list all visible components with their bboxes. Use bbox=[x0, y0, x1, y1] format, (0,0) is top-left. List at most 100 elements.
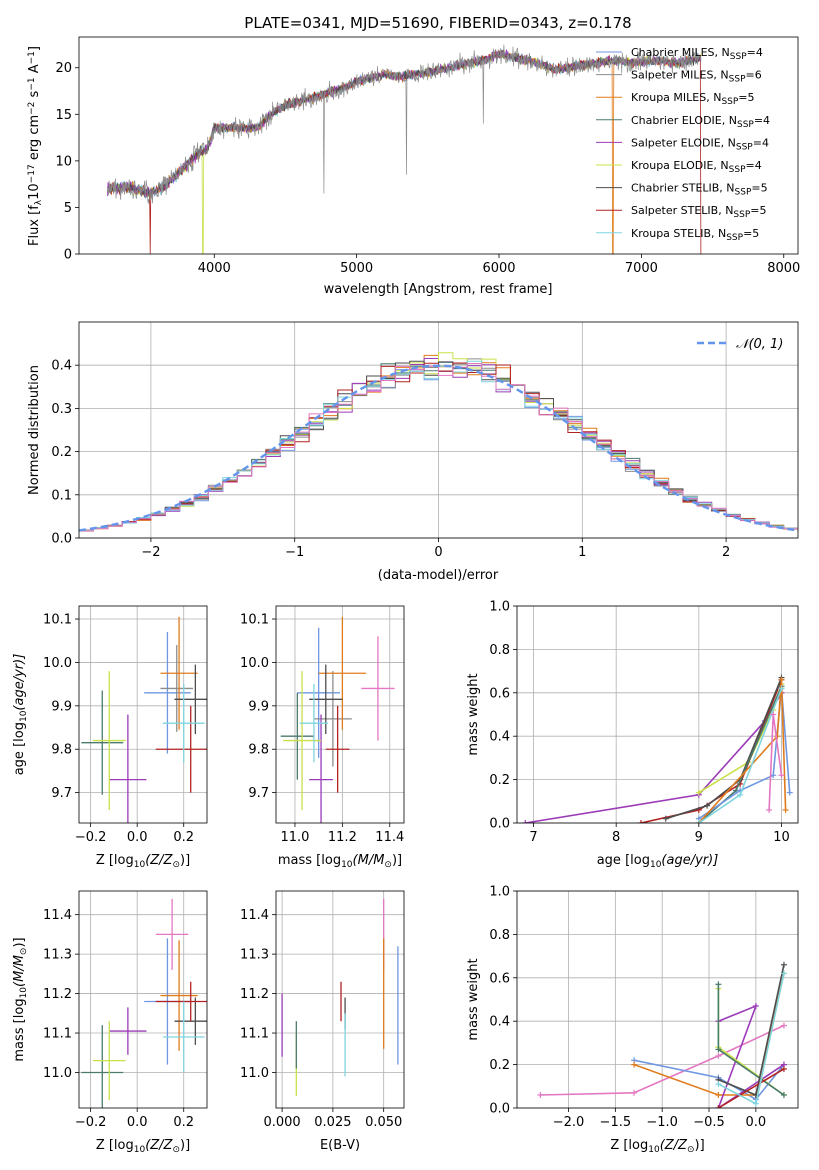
y-tick-label: 11.4 bbox=[43, 908, 72, 923]
label-part: Z [log bbox=[96, 1138, 134, 1153]
residual-histogram-panel: −2 −1 0 1 2 0.0 0.1 0.2 0.3 0.4 𝒩(0, 1) (data-model… bbox=[27, 321, 799, 583]
label-part: 10 bbox=[341, 860, 353, 870]
label-part: Kroupa MILES, N bbox=[631, 91, 721, 104]
label-part: ⊙ bbox=[172, 860, 180, 870]
y-tick-label: 9.7 bbox=[248, 786, 269, 801]
label-part: =6 bbox=[746, 69, 762, 82]
x-axis-label: mass [log10(M/M⊙)] bbox=[278, 853, 402, 870]
spectrum-lines bbox=[107, 44, 702, 254]
legend-entry: Kroupa MILES, NSSP=5 bbox=[631, 91, 755, 107]
label-part: SSP bbox=[736, 142, 753, 152]
y-tick-label: 20 bbox=[55, 61, 72, 76]
spectrum-salpeter-miles bbox=[107, 44, 702, 205]
axes-frame bbox=[275, 605, 405, 824]
y-tick-label: 11.3 bbox=[240, 948, 269, 963]
x-tick-label: 9 bbox=[695, 830, 703, 845]
y-tick-label: 0.4 bbox=[51, 359, 72, 374]
label-part: erg cm bbox=[27, 115, 42, 164]
label-part: −1 bbox=[27, 51, 37, 64]
label-part: (M/M bbox=[353, 853, 385, 868]
label-part: SSP bbox=[726, 232, 743, 242]
label-part: (Z/Z bbox=[660, 1138, 688, 1153]
label-part: Kroupa STELIB, N bbox=[631, 227, 726, 240]
label-part: s bbox=[27, 90, 42, 101]
label-part: 10 bbox=[19, 710, 29, 722]
x-tick-label: 1 bbox=[578, 545, 586, 560]
label-part: SSP bbox=[721, 97, 738, 107]
legend-entry: Chabrier ELODIE, NSSP=4 bbox=[631, 114, 770, 130]
label-part: =4 bbox=[747, 46, 763, 59]
x-axis-label: Z [log10(Z/Z⊙)] bbox=[96, 853, 190, 870]
y-tick-label: 11.1 bbox=[43, 1027, 72, 1042]
legend-entry: 𝒩(0, 1) bbox=[736, 337, 783, 352]
label-part: =4 bbox=[753, 136, 769, 149]
x-tick-label: −1.5 bbox=[600, 1115, 632, 1130]
normal-curve bbox=[79, 364, 798, 532]
y-tick-label: 0.6 bbox=[489, 971, 510, 986]
axes-frame bbox=[275, 890, 405, 1109]
legend-entry: Kroupa STELIB, NSSP=5 bbox=[631, 227, 759, 243]
mass-vs-Z-panel: −0.2 0.0 0.211.011.111.211.311.4Z [log10(Z… bbox=[12, 890, 208, 1155]
y-tick-label: 0.8 bbox=[489, 928, 510, 943]
label-part: mass [log bbox=[278, 853, 341, 868]
label-part: ⊙ bbox=[19, 948, 29, 956]
label-part: ] bbox=[27, 46, 42, 51]
weight-line-kroupa-miles bbox=[698, 679, 787, 823]
y-tick-label: 0.2 bbox=[489, 773, 510, 788]
x-tick-label: −0.2 bbox=[75, 830, 107, 845]
y-tick-label: 11.2 bbox=[43, 987, 72, 1002]
legend-entry: Salpeter STELIB, NSSP=5 bbox=[631, 204, 767, 220]
label-part: Salpeter MILES, N bbox=[631, 69, 729, 82]
y-tick-label: 15 bbox=[55, 108, 72, 123]
label-part: (M/M bbox=[12, 955, 27, 987]
weight-line-chabrier-stelib bbox=[665, 677, 783, 820]
y-tick-label: 9.9 bbox=[51, 699, 72, 714]
x-tick-label: 0.000 bbox=[263, 1115, 300, 1130]
age-vs-Z-panel: −0.2 0.0 0.29.79.89.910.010.1Z [log10(Z/Z⊙… bbox=[12, 605, 208, 870]
legend-entry: Chabrier MILES, NSSP=4 bbox=[631, 46, 763, 62]
label-part: 10 bbox=[650, 860, 662, 870]
weight-line-salpeter-elodie bbox=[525, 692, 783, 823]
y-axis-label: mass weight bbox=[466, 958, 481, 1040]
weight-line-pink bbox=[768, 714, 783, 811]
weight-line-chabrier-elodie bbox=[717, 984, 785, 1096]
y-tick-label: 0.2 bbox=[51, 445, 72, 460]
x-tick-label: 8000 bbox=[767, 261, 800, 276]
label-part: −2 bbox=[27, 102, 37, 115]
y-axis-label: Normed distribution bbox=[27, 365, 42, 495]
label-part: =5 bbox=[751, 182, 767, 195]
error-bars bbox=[281, 898, 399, 1097]
label-part: (Z/Z bbox=[145, 1138, 173, 1153]
label-part: =5 bbox=[738, 91, 754, 104]
label-part: age [log bbox=[12, 722, 27, 775]
label-part: A bbox=[27, 64, 42, 77]
label-part: (age/yr)] bbox=[661, 853, 718, 868]
label-part: Kroupa ELODIE, N bbox=[631, 159, 729, 172]
x-tick-label: 0.2 bbox=[173, 830, 194, 845]
label-part: ⊙ bbox=[384, 860, 392, 870]
label-part: Chabrier ELODIE, N bbox=[631, 114, 737, 127]
legend-entry: Salpeter MILES, NSSP=6 bbox=[631, 69, 762, 85]
axes-frame bbox=[78, 890, 208, 1109]
y-tick-label: 0.8 bbox=[489, 643, 510, 658]
x-axis-label: age [log10(age/yr)] bbox=[597, 853, 719, 870]
y-tick-label: 10.0 bbox=[240, 656, 269, 671]
label-part: SSP bbox=[730, 52, 747, 62]
weight-lines bbox=[537, 961, 787, 1108]
x-tick-label: 11.2 bbox=[328, 830, 357, 845]
y-tick-label: 0.4 bbox=[489, 1015, 510, 1030]
x-tick-label: 0.0 bbox=[746, 1115, 767, 1130]
label-part: SSP bbox=[729, 74, 746, 84]
label-part: )] bbox=[392, 853, 402, 868]
y-tick-label: 0.3 bbox=[51, 402, 72, 417]
y-tick-label: 9.8 bbox=[51, 743, 72, 758]
x-tick-label: −1.0 bbox=[646, 1115, 678, 1130]
x-tick-label: 4000 bbox=[198, 261, 231, 276]
label-part: =5 bbox=[743, 227, 759, 240]
label-part: )] bbox=[180, 1138, 190, 1153]
label-part: )] bbox=[695, 1138, 705, 1153]
y-tick-label: 11.2 bbox=[240, 987, 269, 1002]
y-tick-label: 9.9 bbox=[248, 699, 269, 714]
